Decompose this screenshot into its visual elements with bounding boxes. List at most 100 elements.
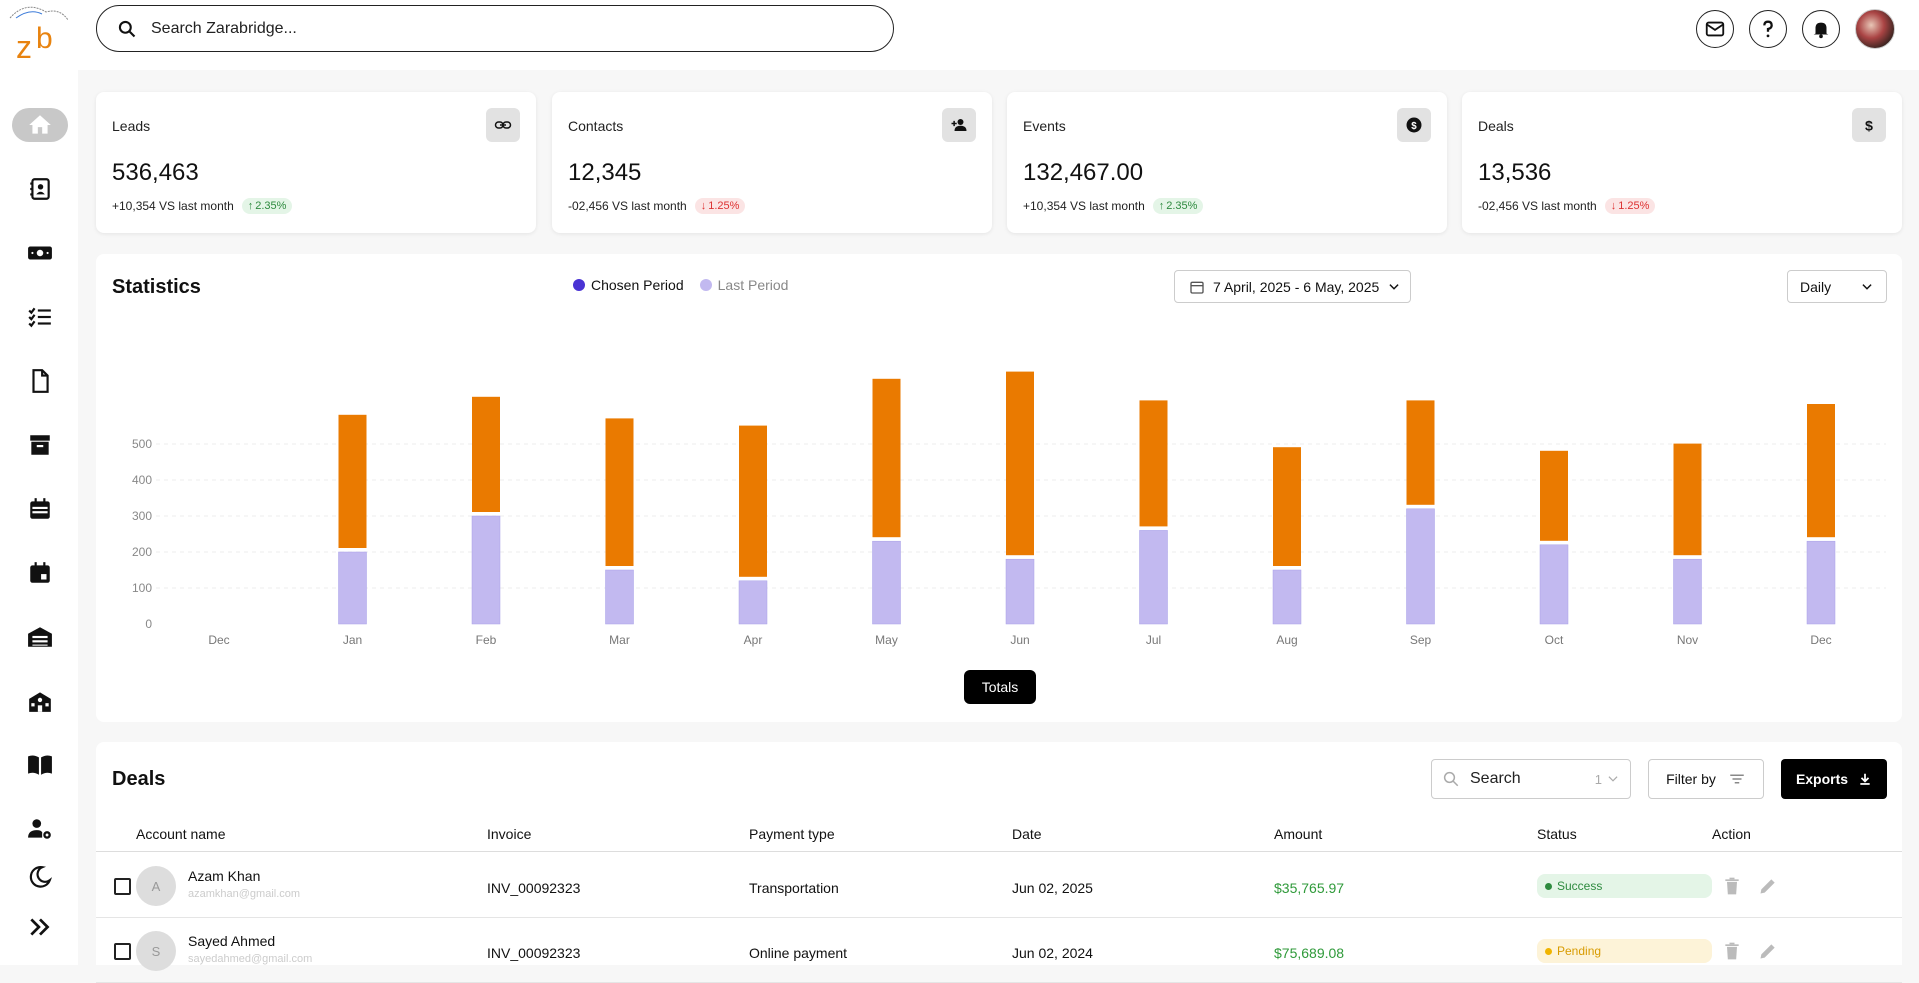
card-icon-button[interactable]: $: [1852, 108, 1886, 142]
expand-sidebar-button[interactable]: [12, 910, 68, 944]
filter-icon: [1730, 774, 1744, 784]
card-value: 536,463: [112, 159, 199, 186]
x-tick-label: Jan: [343, 633, 362, 647]
pencil-icon[interactable]: [1758, 941, 1778, 961]
row-checkbox[interactable]: [114, 878, 131, 895]
status-dot: [1545, 947, 1552, 955]
nav-home[interactable]: [12, 108, 68, 142]
x-tick-label: Feb: [476, 633, 497, 647]
deals-panel: Deals Search 1 Filter by Exports Account…: [96, 742, 1902, 983]
nav-user-settings[interactable]: [12, 812, 68, 846]
bar-chosen-period: [1673, 443, 1702, 556]
export-button[interactable]: Exports: [1781, 759, 1887, 799]
nav-tasks[interactable]: [12, 300, 68, 334]
date: Jun 02, 2025: [1012, 880, 1093, 896]
global-search-input[interactable]: Search Zarabridge...: [96, 5, 894, 52]
card-change-text: +10,354 VS last month: [112, 199, 234, 213]
table-row[interactable]: S Sayed Ahmed sayedahmed@gmail.com INV_0…: [96, 919, 1902, 983]
avatar: S: [136, 931, 176, 971]
account-name: Azam Khan: [188, 868, 261, 884]
mail-icon: [1705, 21, 1725, 37]
deals-search-input[interactable]: Search 1: [1431, 759, 1631, 799]
row-checkbox[interactable]: [114, 943, 131, 960]
card-deals: Deals $ 13,536 -02,456 VS last month ↓ 1…: [1462, 92, 1902, 233]
legend-label: Last Period: [717, 277, 789, 293]
totals-button[interactable]: Totals: [964, 670, 1036, 704]
table-header: Account name Invoice Payment type Date A…: [96, 810, 1902, 852]
column-account-name[interactable]: Account name: [136, 826, 226, 842]
deals-search-placeholder: Search: [1470, 770, 1521, 787]
table-row[interactable]: A Azam Khan azamkhan@gmail.com INV_00092…: [96, 854, 1902, 918]
trash-icon[interactable]: [1722, 941, 1742, 961]
nav-archive[interactable]: [12, 428, 68, 462]
x-tick-label: Mar: [609, 633, 630, 647]
trash-icon[interactable]: [1722, 876, 1742, 896]
bar-chosen-period: [1139, 400, 1168, 527]
period-value: Daily: [1800, 278, 1832, 295]
y-tick-label: 100: [132, 581, 152, 595]
legend-last-period[interactable]: Last Period: [699, 277, 789, 293]
search-placeholder: Search Zarabridge...: [151, 19, 297, 37]
date-range-picker[interactable]: 7 April, 2025 - 6 May, 2025: [1174, 270, 1411, 303]
deals-title: Deals: [112, 768, 166, 790]
nav-school[interactable]: [12, 684, 68, 718]
book-icon: [28, 755, 52, 775]
top-actions: [1696, 9, 1895, 49]
sidebar: z b: [0, 0, 78, 965]
money-icon: [28, 246, 52, 260]
card-change-badge: ↓ 1.25%: [1604, 198, 1656, 214]
nav-knowledge[interactable]: [12, 748, 68, 782]
legend-dot: [699, 279, 712, 291]
period-select[interactable]: Daily: [1787, 270, 1887, 303]
moon-icon: [29, 866, 53, 888]
column-amount[interactable]: Amount: [1274, 826, 1323, 842]
chart-legend: Chosen Period Last Period: [573, 277, 788, 293]
status-label: Pending: [1557, 944, 1602, 958]
notifications-button[interactable]: [1802, 10, 1840, 48]
x-tick-label: Nov: [1677, 633, 1698, 647]
pencil-icon[interactable]: [1758, 876, 1778, 896]
card-change-pct: 2.35%: [255, 200, 287, 212]
event-icon: [30, 562, 50, 583]
zarabridge-logo[interactable]: z b: [6, 4, 72, 66]
nav-warehouse[interactable]: [12, 620, 68, 654]
card-icon-button[interactable]: [942, 108, 976, 142]
card-icon-button[interactable]: [486, 108, 520, 142]
bar-chosen-period: [1006, 371, 1034, 556]
status-badge: Success: [1537, 874, 1712, 898]
bar-last-period: [471, 515, 501, 625]
filter-button[interactable]: Filter by: [1648, 759, 1764, 799]
user-avatar[interactable]: [1855, 9, 1895, 49]
help-button[interactable]: [1749, 10, 1787, 48]
account-name: Sayed Ahmed: [188, 933, 276, 949]
legend-chosen-period[interactable]: Chosen Period: [573, 277, 684, 293]
nav-contacts[interactable]: [12, 172, 68, 206]
dollar-circle-icon: $: [1406, 117, 1422, 133]
nav-money[interactable]: [12, 236, 68, 270]
nav-calendar[interactable]: [12, 492, 68, 526]
topbar: Search Zarabridge...: [78, 0, 1919, 70]
status-dot: [1545, 882, 1552, 890]
column-status[interactable]: Status: [1537, 826, 1577, 842]
nav-documents[interactable]: [12, 364, 68, 398]
bar-last-period: [338, 551, 367, 625]
bar-last-period: [1005, 558, 1035, 625]
bar-last-period: [738, 580, 768, 625]
export-label: Exports: [1795, 771, 1849, 787]
column-date[interactable]: Date: [1012, 826, 1042, 842]
dark-mode-toggle[interactable]: [12, 860, 68, 894]
svg-text:$: $: [1865, 118, 1873, 134]
amount: $75,689.08: [1274, 945, 1345, 961]
column-invoice[interactable]: Invoice: [487, 826, 532, 842]
column-payment-type[interactable]: Payment type: [749, 826, 835, 842]
x-tick-label: May: [875, 633, 898, 647]
y-tick-label: 200: [132, 545, 152, 559]
card-icon-button[interactable]: $: [1397, 108, 1431, 142]
nav-events[interactable]: [12, 556, 68, 590]
bar-last-period: [872, 540, 901, 625]
person-add-icon: [951, 119, 967, 131]
messages-button[interactable]: [1696, 10, 1734, 48]
dollar-icon: $: [1865, 118, 1873, 134]
help-icon: [1763, 20, 1773, 38]
y-tick-label: 500: [132, 437, 152, 451]
